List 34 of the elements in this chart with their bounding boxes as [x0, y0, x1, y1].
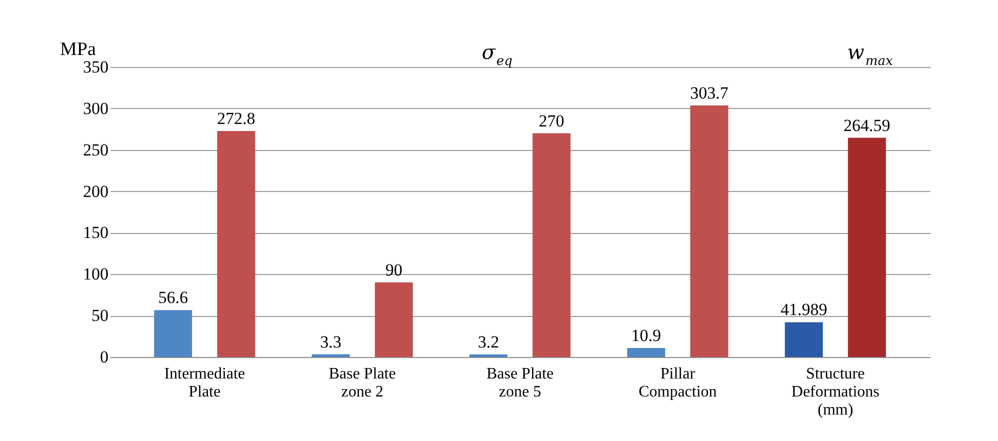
data-label: 90: [385, 260, 402, 280]
data-label: 270: [538, 111, 564, 130]
data-label: 56.6: [158, 288, 188, 308]
bar: [469, 354, 508, 357]
data-label: 303.7: [690, 83, 729, 102]
data-label: 3.3: [320, 332, 342, 352]
y-tick-label: 300: [83, 98, 108, 118]
y-tick-label: 150: [83, 223, 108, 242]
bar: [217, 130, 256, 357]
data-label: 264.59: [844, 116, 890, 135]
bar: [848, 138, 886, 357]
bar: [627, 348, 666, 357]
bar: [532, 133, 571, 357]
x-tick-label: Structure Deformations (mm): [791, 366, 880, 418]
bar: [690, 105, 728, 357]
data-label: 272.8: [217, 108, 256, 128]
bar: [154, 310, 192, 357]
y-tick-label: 0: [100, 348, 108, 366]
x-tick-label: Intermediate Plate: [164, 366, 246, 400]
y-axis-title: MPa: [60, 39, 96, 60]
y-tick-label: 100: [83, 264, 108, 284]
x-tick-label: Pillar Compaction: [638, 366, 717, 400]
y-tick-label: 250: [83, 140, 108, 160]
x-tick-label: Base Plate zone 5: [486, 366, 554, 400]
bar: [374, 282, 413, 357]
y-tick-label: 200: [83, 182, 108, 201]
data-label: 10.9: [631, 326, 662, 345]
y-tick-label: 50: [92, 306, 108, 326]
data-label: 3.2: [478, 332, 500, 352]
bar: [312, 354, 350, 357]
bar: [784, 322, 823, 357]
x-tick-label: Base Plate zone 2: [328, 366, 396, 400]
y-tick-label: 350: [83, 58, 108, 76]
data-label: 41.989: [780, 300, 828, 320]
